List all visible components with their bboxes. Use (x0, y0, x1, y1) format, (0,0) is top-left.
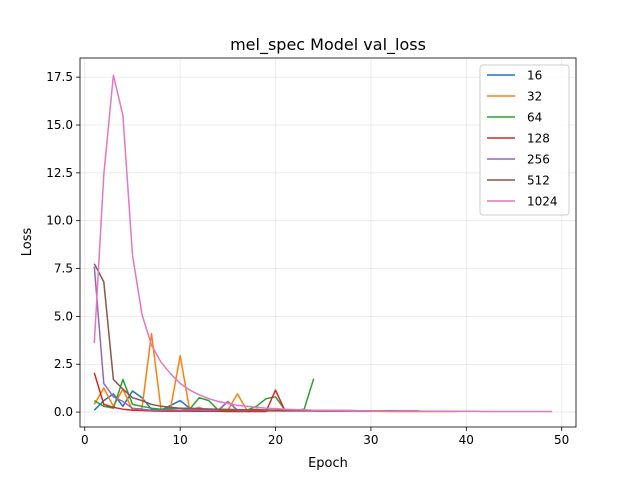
legend-box (479, 64, 570, 216)
legend-label-128: 128 (527, 132, 550, 146)
y-tick-label: 7.5 (54, 262, 73, 276)
series-lines (93, 74, 553, 413)
x-tick-label: 20 (268, 433, 283, 447)
y-tick-label: 0.0 (54, 405, 73, 419)
plot-frame (79, 57, 577, 428)
legend-label-16: 16 (527, 69, 542, 83)
series-line-128 (93, 372, 286, 413)
axis-ticks: 0 10 20 30 40 50 0.0 2.5 5.0 7.5 10.0 12.5 15.0 17.5 (46, 70, 569, 447)
y-tick-label: 2.5 (54, 357, 73, 371)
legend-label-256: 256 (527, 153, 550, 167)
y-tick-label: 12.5 (46, 166, 73, 180)
series-line-1024 (93, 74, 553, 413)
legend-label-64: 64 (527, 111, 542, 125)
legend: 16 32 64 128 256 512 1024 (479, 64, 570, 216)
legend-label-32: 32 (527, 90, 542, 104)
x-tick-label: 40 (459, 433, 474, 447)
chart-title: mel_spec Model val_loss (230, 35, 426, 55)
x-tick-label: 10 (173, 433, 188, 447)
y-tick-label: 10.0 (46, 214, 73, 228)
x-axis-label: Epoch (308, 456, 348, 471)
x-tick-label: 50 (554, 433, 569, 447)
x-tick-label: 30 (363, 433, 378, 447)
y-tick-label: 5.0 (54, 309, 73, 323)
legend-label-512: 512 (527, 174, 550, 188)
y-tick-label: 15.0 (46, 118, 73, 132)
y-tick-label: 17.5 (46, 70, 73, 84)
legend-label-1024: 1024 (527, 195, 558, 209)
series-line-64 (93, 378, 315, 411)
x-tick-label: 0 (81, 433, 89, 447)
y-axis-label: Loss (20, 228, 35, 257)
